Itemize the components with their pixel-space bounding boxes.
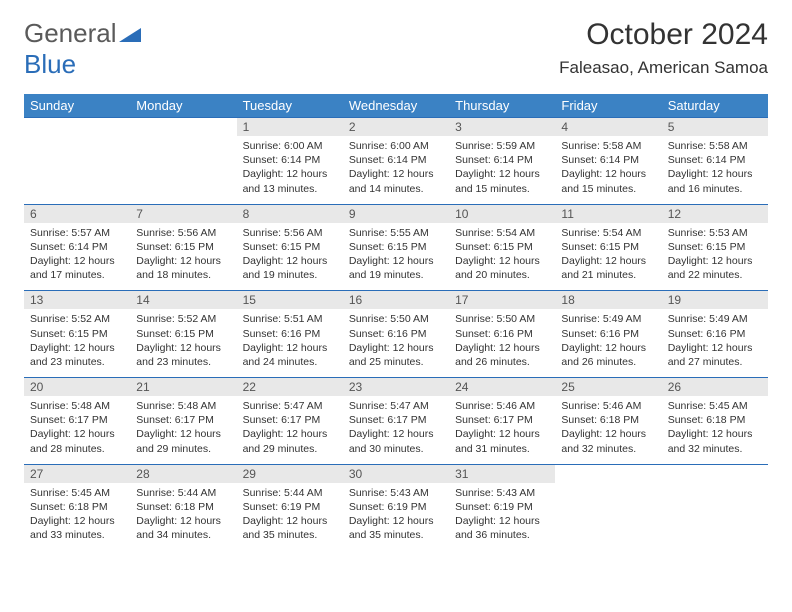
- day-cell: Sunrise: 5:49 AMSunset: 6:16 PMDaylight:…: [555, 309, 661, 377]
- daynum-cell: 11: [555, 204, 661, 223]
- daynum-cell: 21: [130, 378, 236, 397]
- day-header-friday: Friday: [555, 94, 661, 118]
- day-cell: Sunrise: 5:44 AMSunset: 6:19 PMDaylight:…: [237, 483, 343, 551]
- day-header-row: SundayMondayTuesdayWednesdayThursdayFrid…: [24, 94, 768, 118]
- daynum-cell: 26: [662, 378, 768, 397]
- day-cell: Sunrise: 5:52 AMSunset: 6:15 PMDaylight:…: [130, 309, 236, 377]
- day-header-tuesday: Tuesday: [237, 94, 343, 118]
- daynum-cell: 29: [237, 464, 343, 483]
- day-cell: Sunrise: 5:45 AMSunset: 6:18 PMDaylight:…: [662, 396, 768, 464]
- daynum-cell: 7: [130, 204, 236, 223]
- daynum-cell: 17: [449, 291, 555, 310]
- day-cell: Sunrise: 5:54 AMSunset: 6:15 PMDaylight:…: [555, 223, 661, 291]
- week-2-numrow: 13141516171819: [24, 291, 768, 310]
- day-cell: Sunrise: 5:58 AMSunset: 6:14 PMDaylight:…: [662, 136, 768, 204]
- day-cell: Sunrise: 5:50 AMSunset: 6:16 PMDaylight:…: [449, 309, 555, 377]
- day-cell: [24, 136, 130, 204]
- logo: General Blue: [24, 18, 141, 80]
- day-cell: Sunrise: 5:46 AMSunset: 6:18 PMDaylight:…: [555, 396, 661, 464]
- day-cell: Sunrise: 5:43 AMSunset: 6:19 PMDaylight:…: [449, 483, 555, 551]
- daynum-cell: 16: [343, 291, 449, 310]
- day-cell: Sunrise: 5:51 AMSunset: 6:16 PMDaylight:…: [237, 309, 343, 377]
- day-cell: Sunrise: 5:47 AMSunset: 6:17 PMDaylight:…: [343, 396, 449, 464]
- day-cell: Sunrise: 6:00 AMSunset: 6:14 PMDaylight:…: [237, 136, 343, 204]
- day-header-sunday: Sunday: [24, 94, 130, 118]
- daynum-cell: 1: [237, 118, 343, 137]
- week-4-numrow: 2728293031: [24, 464, 768, 483]
- day-header-saturday: Saturday: [662, 94, 768, 118]
- daynum-cell: [662, 464, 768, 483]
- title-block: October 2024 Faleasao, American Samoa: [559, 18, 768, 78]
- page-title: October 2024: [559, 18, 768, 52]
- daynum-cell: 30: [343, 464, 449, 483]
- day-cell: Sunrise: 5:45 AMSunset: 6:18 PMDaylight:…: [24, 483, 130, 551]
- day-cell: Sunrise: 5:57 AMSunset: 6:14 PMDaylight:…: [24, 223, 130, 291]
- week-0-numrow: 12345: [24, 118, 768, 137]
- day-header-monday: Monday: [130, 94, 236, 118]
- daynum-cell: 4: [555, 118, 661, 137]
- week-3-numrow: 20212223242526: [24, 378, 768, 397]
- daynum-cell: 20: [24, 378, 130, 397]
- logo-word1: General: [24, 18, 117, 48]
- day-cell: Sunrise: 5:44 AMSunset: 6:18 PMDaylight:…: [130, 483, 236, 551]
- week-1-contentrow: Sunrise: 5:57 AMSunset: 6:14 PMDaylight:…: [24, 223, 768, 291]
- daynum-cell: 13: [24, 291, 130, 310]
- day-cell: Sunrise: 5:58 AMSunset: 6:14 PMDaylight:…: [555, 136, 661, 204]
- daynum-cell: 15: [237, 291, 343, 310]
- day-cell: Sunrise: 5:50 AMSunset: 6:16 PMDaylight:…: [343, 309, 449, 377]
- day-cell: Sunrise: 5:59 AMSunset: 6:14 PMDaylight:…: [449, 136, 555, 204]
- calendar-table: SundayMondayTuesdayWednesdayThursdayFrid…: [24, 94, 768, 550]
- daynum-cell: [24, 118, 130, 137]
- daynum-cell: 27: [24, 464, 130, 483]
- day-header-thursday: Thursday: [449, 94, 555, 118]
- logo-triangle-icon: [119, 18, 141, 49]
- daynum-cell: 2: [343, 118, 449, 137]
- day-cell: Sunrise: 5:47 AMSunset: 6:17 PMDaylight:…: [237, 396, 343, 464]
- daynum-cell: 22: [237, 378, 343, 397]
- daynum-cell: 23: [343, 378, 449, 397]
- daynum-cell: 12: [662, 204, 768, 223]
- day-cell: Sunrise: 5:54 AMSunset: 6:15 PMDaylight:…: [449, 223, 555, 291]
- daynum-cell: 24: [449, 378, 555, 397]
- day-cell: Sunrise: 5:56 AMSunset: 6:15 PMDaylight:…: [130, 223, 236, 291]
- week-0-contentrow: Sunrise: 6:00 AMSunset: 6:14 PMDaylight:…: [24, 136, 768, 204]
- day-cell: Sunrise: 5:48 AMSunset: 6:17 PMDaylight:…: [24, 396, 130, 464]
- week-3-contentrow: Sunrise: 5:48 AMSunset: 6:17 PMDaylight:…: [24, 396, 768, 464]
- week-2-contentrow: Sunrise: 5:52 AMSunset: 6:15 PMDaylight:…: [24, 309, 768, 377]
- daynum-cell: 14: [130, 291, 236, 310]
- day-cell: Sunrise: 5:53 AMSunset: 6:15 PMDaylight:…: [662, 223, 768, 291]
- day-cell: Sunrise: 5:49 AMSunset: 6:16 PMDaylight:…: [662, 309, 768, 377]
- daynum-cell: 9: [343, 204, 449, 223]
- daynum-cell: [130, 118, 236, 137]
- week-4-contentrow: Sunrise: 5:45 AMSunset: 6:18 PMDaylight:…: [24, 483, 768, 551]
- day-cell: Sunrise: 5:55 AMSunset: 6:15 PMDaylight:…: [343, 223, 449, 291]
- day-cell: [130, 136, 236, 204]
- daynum-cell: 25: [555, 378, 661, 397]
- daynum-cell: 19: [662, 291, 768, 310]
- day-cell: Sunrise: 5:56 AMSunset: 6:15 PMDaylight:…: [237, 223, 343, 291]
- day-header-wednesday: Wednesday: [343, 94, 449, 118]
- header: General Blue October 2024 Faleasao, Amer…: [24, 18, 768, 80]
- daynum-cell: [555, 464, 661, 483]
- day-cell: [555, 483, 661, 551]
- daynum-cell: 28: [130, 464, 236, 483]
- logo-text: General Blue: [24, 18, 141, 80]
- week-1-numrow: 6789101112: [24, 204, 768, 223]
- day-cell: [662, 483, 768, 551]
- daynum-cell: 8: [237, 204, 343, 223]
- day-cell: Sunrise: 5:43 AMSunset: 6:19 PMDaylight:…: [343, 483, 449, 551]
- day-cell: Sunrise: 5:52 AMSunset: 6:15 PMDaylight:…: [24, 309, 130, 377]
- daynum-cell: 31: [449, 464, 555, 483]
- daynum-cell: 6: [24, 204, 130, 223]
- day-cell: Sunrise: 5:46 AMSunset: 6:17 PMDaylight:…: [449, 396, 555, 464]
- day-cell: Sunrise: 6:00 AMSunset: 6:14 PMDaylight:…: [343, 136, 449, 204]
- logo-word2: Blue: [24, 49, 76, 79]
- location: Faleasao, American Samoa: [559, 58, 768, 78]
- day-cell: Sunrise: 5:48 AMSunset: 6:17 PMDaylight:…: [130, 396, 236, 464]
- daynum-cell: 18: [555, 291, 661, 310]
- daynum-cell: 10: [449, 204, 555, 223]
- daynum-cell: 3: [449, 118, 555, 137]
- daynum-cell: 5: [662, 118, 768, 137]
